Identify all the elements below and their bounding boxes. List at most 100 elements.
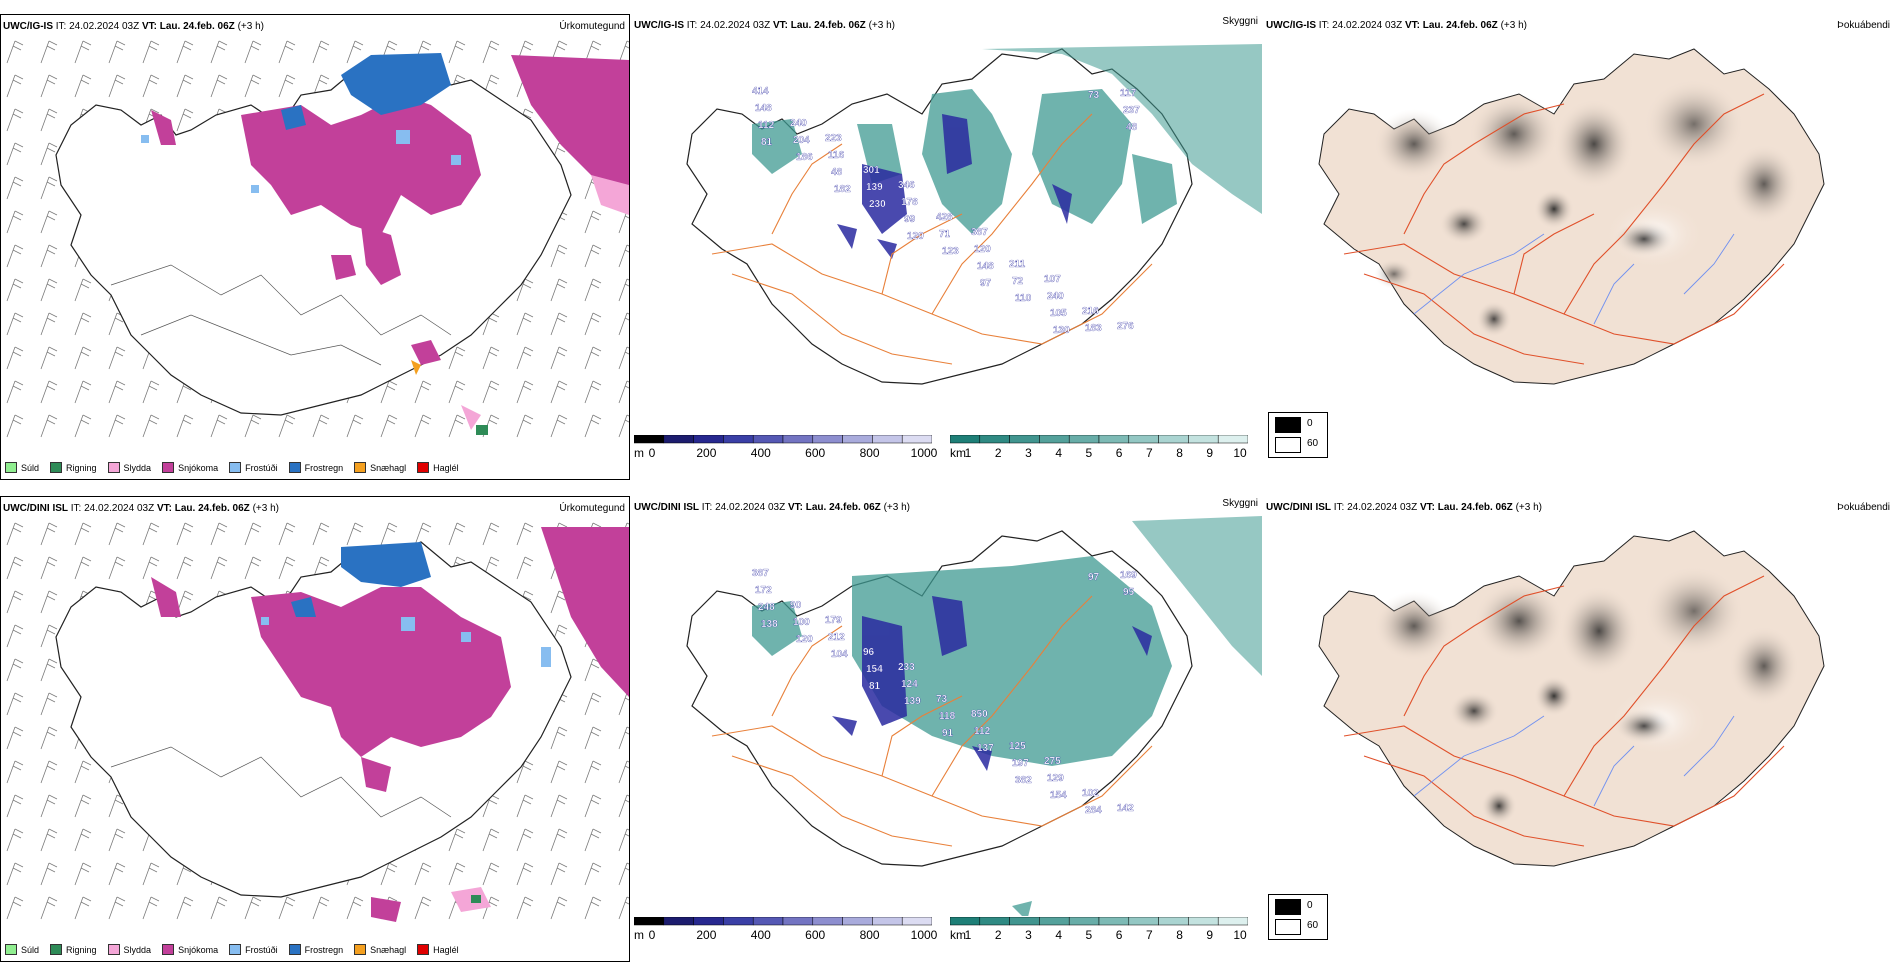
legend-swatch	[50, 462, 63, 473]
vt-label: VT:	[156, 503, 172, 514]
vt-label: VT:	[141, 21, 157, 32]
colorbar-segment	[1188, 916, 1219, 926]
precip-legend: Súld Rigning Slydda Snjókoma Frostúði Frostre…	[5, 462, 459, 473]
colorbar-segment	[901, 916, 933, 926]
colorbar-segment	[693, 916, 724, 926]
cloud-base-label: 301	[863, 165, 880, 176]
cloud-base-label: 120	[796, 634, 813, 645]
colorbar-tick: 1	[964, 928, 972, 942]
cloud-base-label: 172	[755, 585, 772, 596]
colorbar-segment	[1158, 916, 1189, 926]
cloud-base-label: 120	[974, 244, 991, 255]
cloud-base-label: 120	[907, 231, 924, 242]
cloud-base-label: 99	[904, 214, 916, 225]
legend-swatch	[354, 462, 367, 473]
cloud-base-label: 230	[869, 199, 886, 210]
colorbar-segment	[1188, 434, 1219, 444]
panel-header: UWC/DINI ISL IT: 24.02.2024 03Z VT: Lau.…	[1266, 501, 1890, 515]
it-label: IT:	[701, 502, 713, 513]
model-name: UWC/IG-IS	[1266, 20, 1316, 31]
legend-item: Frostúði	[229, 462, 278, 473]
colorbar-tick: 10	[1233, 446, 1247, 460]
cloud-base-label: 248	[758, 602, 775, 613]
legend-swatch	[162, 462, 175, 473]
colorbar-segment	[979, 916, 1010, 926]
precip-map	[1, 517, 629, 927]
fog-legend: 0 60	[1268, 412, 1328, 458]
lead-time: (+3 h)	[252, 503, 279, 514]
legend-swatch	[107, 462, 120, 473]
colorbar-segment	[723, 434, 754, 444]
visibility-panel: UWC/IG-IS IT: 24.02.2024 03Z VT: Lau. 24…	[632, 14, 1328, 480]
valid-time: Lau. 24.feb. 06Z	[790, 20, 866, 31]
cloud-base-label: 112	[974, 726, 991, 737]
colorbar-segment	[979, 434, 1010, 444]
cloud-base-unit: m	[634, 928, 644, 942]
colorbar-tick: 5	[1085, 446, 1093, 460]
colorbar-segment	[723, 916, 754, 926]
colorbar-segment	[1128, 434, 1159, 444]
cloud-base-colorbar: m 0 200 400 600 800 1000	[633, 916, 937, 942]
cloud-base-label: 72	[1012, 276, 1024, 287]
cloud-base-label: 96	[863, 647, 875, 658]
freezing-drizzle-areas	[261, 617, 551, 667]
panel-header: UWC/IG-IS IT: 24.02.2024 03Z VT: Lau. 24…	[1266, 19, 1890, 33]
cloud-base-label: 48	[1126, 122, 1138, 133]
colorbar-segment	[812, 916, 843, 926]
colorbar-tick: 3	[1025, 928, 1032, 942]
colorbar-tick: 1000	[910, 928, 938, 942]
freezing-drizzle-areas	[141, 130, 461, 193]
colorbar-tick: 400	[750, 928, 771, 942]
panel-header: UWC/IG-IS IT: 24.02.2024 03Z VT: Lau. 24…	[3, 20, 625, 34]
legend-label: Rigning	[66, 462, 97, 473]
it-label: IT:	[1318, 20, 1330, 31]
init-time: 24.02.2024 03Z	[1332, 20, 1403, 31]
lead-time: (+3 h)	[868, 20, 895, 31]
legend-item: Rigning	[50, 462, 97, 473]
snow-areas	[151, 527, 629, 922]
cloud-base-label: 240	[1047, 291, 1064, 302]
colorbar-segment	[1009, 434, 1040, 444]
cloud-base-label: 97	[980, 278, 992, 289]
fog-legend-max: 60	[1307, 920, 1319, 931]
cloud-base-label: 81	[869, 681, 881, 692]
colorbar-segment	[1068, 916, 1100, 926]
valid-time: Lau. 24.feb. 06Z	[159, 21, 235, 32]
colorbar-segment	[1217, 434, 1249, 444]
low-cloudbase-areas	[832, 596, 1152, 771]
colorbar-segment	[782, 916, 814, 926]
legend-label: Snjókoma	[178, 462, 219, 473]
colorbar-segment	[693, 434, 724, 444]
colorbar-tick: 800	[859, 446, 880, 460]
model-name: UWC/DINI ISL	[1266, 502, 1331, 513]
cloud-base-label: 186	[796, 152, 813, 163]
colorbar-tick: 600	[805, 928, 826, 942]
fog-shading	[1374, 79, 1799, 337]
colorbar-tick: 200	[696, 446, 717, 460]
cloud-base-label: 100	[793, 617, 810, 628]
cloud-base-label: 154	[1050, 790, 1067, 801]
cloud-base-label: 117	[1120, 88, 1137, 99]
colorbar-segment	[949, 916, 981, 926]
precip-map	[1, 35, 629, 445]
colorbar-segment	[842, 434, 873, 444]
legend-swatch	[229, 462, 242, 473]
vt-label: VT:	[787, 502, 803, 513]
panel-header: UWC/DINI ISL IT: 24.02.2024 03Z VT: Lau.…	[634, 498, 1258, 515]
cloud-base-label: 197	[1012, 758, 1029, 769]
cloud-base-label: 216	[1082, 306, 1099, 317]
it-label: IT:	[686, 20, 698, 31]
init-time: 24.02.2024 03Z	[69, 21, 140, 32]
lead-time: (+3 h)	[237, 21, 264, 32]
model-name: UWC/IG-IS	[634, 20, 684, 31]
fog-legend: 0 60	[1268, 894, 1328, 940]
cloud-base-label: 107	[1044, 274, 1061, 285]
panel-header: UWC/DINI ISL IT: 24.02.2024 03Z VT: Lau.…	[3, 502, 625, 516]
fog-map	[1318, 530, 1825, 867]
colorbar-segment	[1009, 916, 1040, 926]
legend-label: Súld	[21, 462, 40, 473]
colorbar-tick: 8	[1176, 446, 1183, 460]
valid-time: Lau. 24.feb. 06Z	[805, 502, 881, 513]
colorbar-tick: 5	[1085, 928, 1093, 942]
cloud-base-label: 90	[790, 600, 802, 611]
